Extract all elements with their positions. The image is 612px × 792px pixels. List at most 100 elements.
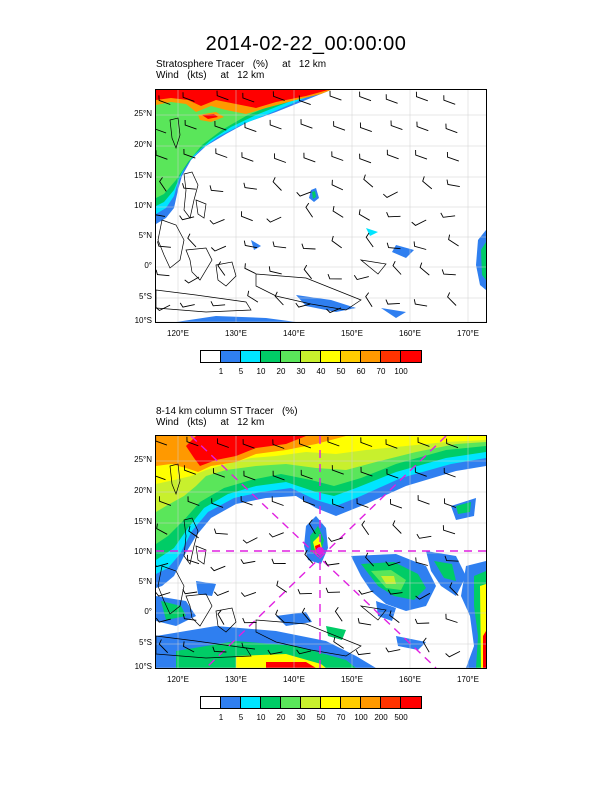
- wind-barb: [359, 91, 372, 102]
- wind-barb: [446, 151, 459, 162]
- wind-barb: [440, 212, 456, 218]
- wind-barb: [383, 191, 398, 198]
- wind-barb: [298, 95, 311, 106]
- wind-barb: [211, 498, 224, 508]
- wind-barb: [360, 466, 373, 477]
- main-title: 2014-02-22_00:00:00: [205, 33, 407, 55]
- wind-barb: [156, 562, 169, 568]
- wind-barb: [213, 528, 228, 535]
- wind-barb: [358, 589, 374, 595]
- wind-barb: [365, 232, 374, 248]
- wind-barb: [386, 242, 401, 250]
- wind-barb: [392, 520, 402, 534]
- colorbar-label: 40: [316, 367, 326, 376]
- wind-barb: [443, 95, 456, 105]
- wind-barb: [324, 560, 340, 566]
- wind-barb: [385, 299, 400, 305]
- lon-tick-label: 120°E: [167, 675, 189, 684]
- wind-barb: [213, 590, 229, 597]
- wind-barb: [413, 299, 428, 307]
- wind-barb: [271, 496, 284, 506]
- lat-tick-label: 20°N: [134, 140, 152, 149]
- wind-barb: [305, 202, 313, 218]
- panel2-storm-overlay: [156, 436, 486, 668]
- lon-tick-label: 140°E: [283, 675, 305, 684]
- wind-barb: [416, 121, 429, 132]
- panel1-wind-barbs: [156, 90, 460, 314]
- wind-barb: [217, 610, 225, 625]
- lon-tick-label: 140°E: [283, 329, 305, 338]
- colorbar-label: 100: [394, 367, 408, 376]
- wind-barb: [332, 206, 344, 218]
- colorbar-label: 60: [356, 367, 366, 376]
- wind-barb: [240, 559, 256, 564]
- wind-barb: [449, 582, 459, 596]
- wind-barb: [442, 525, 456, 535]
- wind-barb: [359, 122, 372, 133]
- wind-barb: [243, 240, 258, 249]
- wind-barb: [360, 437, 373, 447]
- wind-barb: [217, 261, 226, 276]
- colorbar-label: 100: [354, 713, 368, 722]
- wind-barb: [242, 439, 255, 449]
- lat-tick-label: 15°N: [134, 171, 152, 180]
- wind-barb: [301, 607, 311, 622]
- wind-barb: [156, 591, 171, 597]
- colorbar-label: 70: [376, 367, 386, 376]
- wind-barb: [363, 174, 374, 188]
- lat-tick-label: 5°N: [138, 577, 152, 586]
- panel2-colorbar-cell: [261, 697, 281, 708]
- lat-tick-label: 5°S: [139, 292, 152, 301]
- wind-barb: [358, 209, 370, 221]
- panel2-colorbar-cell: [401, 697, 421, 708]
- wind-barb: [268, 266, 282, 275]
- wind-barb: [268, 532, 284, 538]
- wind-barb: [415, 557, 428, 566]
- lat-tick-label: 0°: [144, 261, 152, 270]
- wind-barb: [331, 235, 342, 249]
- wind-barb: [444, 498, 457, 508]
- lon-tick-label: 150°E: [341, 675, 363, 684]
- wind-barb: [156, 523, 168, 535]
- wind-barb: [365, 552, 375, 567]
- wind-barb: [326, 307, 342, 314]
- wind-barb: [179, 215, 195, 221]
- wind-barb: [186, 554, 200, 565]
- wind-barb: [446, 438, 459, 449]
- wind-barb: [269, 119, 282, 130]
- wind-barb: [387, 589, 403, 595]
- lat-tick-label: 10°S: [134, 316, 152, 325]
- wind-barb: [296, 649, 312, 655]
- colorbar-label: 1: [218, 713, 224, 722]
- wind-barb: [327, 273, 342, 280]
- panel2-colorbar-cell: [281, 697, 301, 708]
- wind-barb: [184, 276, 200, 284]
- wind-barb: [331, 151, 344, 161]
- panel1-colorbar-cell: [321, 351, 341, 362]
- wind-barb: [243, 182, 257, 190]
- wind-barb: [240, 495, 253, 506]
- panel2-tracer-fill: [156, 436, 486, 668]
- wind-barb: [267, 649, 283, 655]
- wind-barb: [447, 292, 457, 306]
- colorbar-label: 500: [394, 713, 408, 722]
- wind-barb: [272, 470, 285, 481]
- wind-barb: [242, 617, 257, 624]
- wind-barb: [356, 498, 369, 508]
- wind-barb: [411, 219, 427, 226]
- wind-barb: [385, 561, 401, 567]
- wind-barb: [419, 262, 430, 276]
- wind-barb: [300, 469, 313, 480]
- wind-barb: [158, 639, 169, 654]
- panel1-colorbar-cell: [241, 351, 261, 362]
- wind-barb: [333, 636, 344, 649]
- panel2-wind-barbs: [156, 436, 461, 658]
- wind-barb: [156, 617, 171, 623]
- lon-tick-label: 150°E: [341, 329, 363, 338]
- wind-barb: [209, 185, 224, 193]
- panel1-map: [155, 89, 487, 323]
- panel2-gridlines: [156, 436, 486, 668]
- panel2-title-line1: 8-14 km column ST Tracer (%): [156, 406, 298, 417]
- lon-tick-label: 170°E: [457, 329, 479, 338]
- lon-tick-label: 160°E: [399, 329, 421, 338]
